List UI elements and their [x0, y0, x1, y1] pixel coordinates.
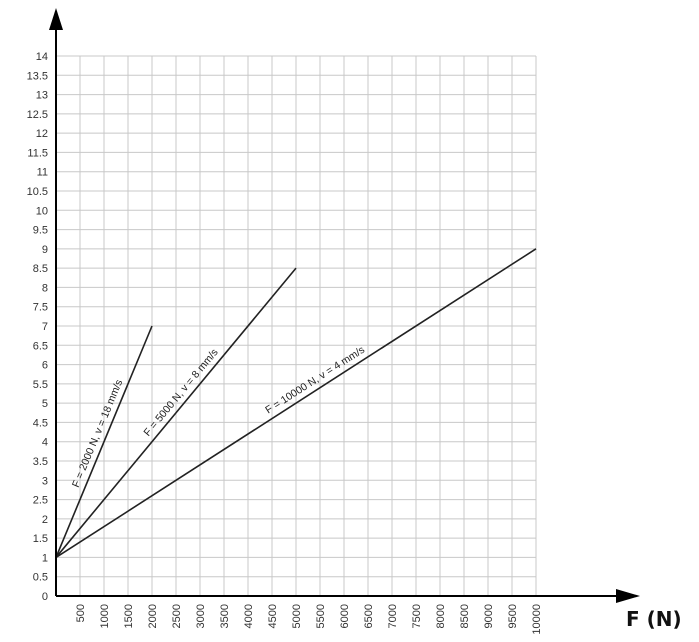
y-tick-label: 11 [37, 167, 48, 179]
y-tick-label: 12.5 [27, 109, 48, 121]
y-tick-label: 9 [42, 244, 48, 256]
x-tick-label: 8000 [435, 604, 447, 628]
x-tick-label: 5500 [315, 604, 327, 628]
y-tick-label: 2.5 [33, 495, 48, 507]
x-tick-label: 9000 [483, 604, 495, 628]
x-tick-label: 6500 [363, 604, 375, 628]
x-tick-label: 8500 [459, 604, 471, 628]
y-tick-label: 7.5 [33, 302, 48, 314]
series-label: F = 2000 N, v = 18 mm/s [70, 378, 125, 489]
y-tick-labels: 00.511.522.533.544.555.566.577.588.599.5… [27, 51, 48, 603]
x-tick-label: 2500 [171, 604, 183, 628]
y-axis-arrow-icon [49, 8, 63, 30]
y-tick-label: 4 [42, 437, 48, 449]
y-tick-label: 3.5 [33, 456, 48, 468]
y-tick-label: 9.5 [33, 225, 48, 237]
x-tick-label: 2000 [147, 604, 159, 628]
y-tick-label: 12 [36, 128, 48, 140]
x-tick-label: 9500 [507, 604, 519, 628]
y-tick-label: 3 [42, 475, 48, 487]
y-tick-label: 10 [36, 205, 48, 217]
x-tick-labels: 500 1000 1500 2000 2500 3000 3500 4000 4500 5000 5… [75, 604, 543, 635]
x-tick-label: 10000 [531, 604, 543, 635]
series-label: F = 10000 N, v = 4 mm/s [263, 344, 367, 417]
y-tick-label: 0.5 [33, 572, 48, 584]
y-tick-label: 6 [42, 360, 48, 372]
axes [49, 8, 640, 603]
series-line [55, 325, 153, 558]
x-tick-label: 4000 [243, 604, 255, 628]
x-tick-label: 7500 [411, 604, 423, 628]
y-tick-label: 4.5 [33, 417, 48, 429]
y-tick-label: 13 [36, 90, 48, 102]
grid [56, 55, 537, 597]
y-tick-label: 6.5 [33, 340, 48, 352]
y-tick-label: 14 [36, 51, 48, 63]
x-tick-label: 7000 [387, 604, 399, 628]
x-tick-label: 1000 [99, 604, 111, 628]
series-line [55, 267, 297, 558]
y-tick-label: 1 [42, 552, 48, 564]
x-axis-title: F (N) [626, 607, 682, 631]
x-tick-label: 500 [75, 604, 87, 622]
y-tick-label: 10.5 [27, 186, 48, 198]
x-tick-label: 4500 [267, 604, 279, 628]
x-tick-label: 5000 [291, 604, 303, 628]
x-tick-label: 6000 [339, 604, 351, 628]
y-tick-label: 13.5 [27, 70, 48, 82]
series-label: F = 5000 N, v = 8 mm/s [141, 347, 220, 439]
y-tick-label: 11.5 [27, 147, 48, 159]
y-tick-label: 5 [42, 398, 48, 410]
series-line [55, 248, 537, 559]
y-tick-label: 5.5 [33, 379, 48, 391]
x-tick-label: 1500 [123, 604, 135, 628]
y-tick-label: 2 [42, 514, 48, 526]
y-tick-label: 1.5 [33, 533, 48, 545]
y-tick-label: 7 [42, 321, 48, 333]
x-tick-label: 3500 [219, 604, 231, 628]
y-tick-label: 8.5 [33, 263, 48, 275]
x-axis-arrow-icon [616, 589, 640, 603]
x-tick-label: 3000 [195, 604, 207, 628]
y-tick-label: 0 [42, 591, 48, 603]
y-tick-label: 8 [42, 282, 48, 294]
